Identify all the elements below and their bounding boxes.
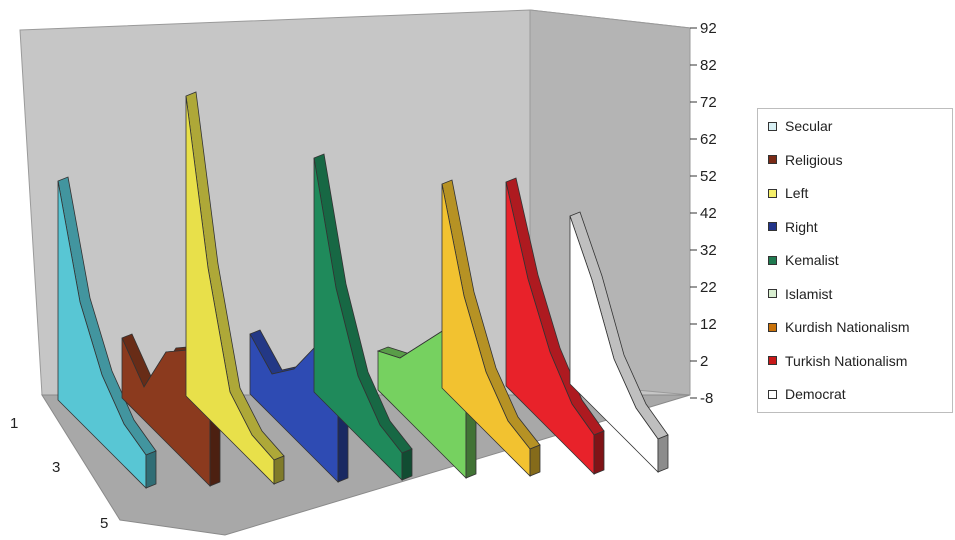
legend-swatch bbox=[768, 289, 777, 298]
y-tick-label: 72 bbox=[700, 94, 717, 111]
series-layer bbox=[57, 91, 669, 489]
series-ribbon bbox=[441, 179, 541, 477]
legend-item: Religious bbox=[768, 149, 843, 171]
legend-swatch bbox=[768, 356, 777, 365]
legend-item: Democrat bbox=[768, 383, 846, 405]
depth-tick-label: 3 bbox=[52, 459, 60, 476]
legend-swatch bbox=[768, 155, 777, 164]
legend-item: Left bbox=[768, 182, 808, 204]
y-axis: 92 82 72 62 52 42 32 22 12 2 -8 bbox=[690, 20, 717, 407]
series-end-cap bbox=[145, 450, 157, 489]
legend-label: Turkish Nationalism bbox=[785, 352, 908, 369]
depth-axis: 1 3 5 bbox=[10, 415, 108, 532]
legend-item: Kurdish Nationalism bbox=[768, 316, 910, 338]
y-tick-label: 22 bbox=[700, 279, 717, 296]
series-end-cap bbox=[593, 430, 605, 475]
legend-label: Democrat bbox=[785, 386, 846, 402]
legend-swatch bbox=[768, 322, 777, 332]
legend-swatch bbox=[768, 255, 777, 265]
legend-label: Kurdish Nationalism bbox=[785, 319, 910, 335]
series-ribbon bbox=[185, 91, 285, 485]
y-tick-label: 42 bbox=[700, 205, 717, 222]
legend-label: Islamist bbox=[785, 285, 833, 302]
series-ribbon bbox=[505, 177, 605, 475]
legend-label: Right bbox=[785, 218, 818, 235]
legend-item: Right bbox=[768, 216, 818, 238]
series-ribbon bbox=[569, 211, 669, 473]
legend-label: Secular bbox=[785, 118, 833, 134]
legend-item: Turkish Nationalism bbox=[768, 350, 907, 372]
y-tick-label: 2 bbox=[700, 353, 708, 370]
series-end-cap bbox=[401, 448, 413, 481]
legend-item: Islamist bbox=[768, 283, 832, 305]
legend-label: Religious bbox=[785, 151, 843, 168]
y-tick-label: 12 bbox=[700, 316, 717, 333]
legend-label: Left bbox=[785, 185, 809, 201]
series-end-cap bbox=[273, 455, 285, 485]
series-end-cap bbox=[657, 434, 669, 473]
legend: Secular Religious Left Right Kemalist Islamis… bbox=[757, 108, 953, 413]
depth-tick-label: 5 bbox=[100, 515, 108, 532]
series-end-cap bbox=[529, 444, 541, 477]
depth-tick-label: 1 bbox=[10, 415, 18, 432]
y-tick-label: 62 bbox=[700, 131, 717, 148]
y-tick-label: -8 bbox=[700, 390, 713, 407]
y-tick-label: 52 bbox=[700, 168, 717, 185]
series-ribbon bbox=[313, 153, 413, 481]
y-tick-label: 92 bbox=[700, 20, 717, 37]
y-tick-label: 82 bbox=[700, 57, 717, 74]
y-tick-label: 32 bbox=[700, 242, 717, 259]
legend-item: Secular bbox=[768, 115, 832, 137]
legend-label: Kemalist bbox=[785, 252, 839, 268]
legend-item: Kemalist bbox=[768, 249, 839, 271]
legend-swatch bbox=[768, 389, 777, 399]
series-ribbon bbox=[57, 176, 157, 489]
legend-swatch bbox=[768, 188, 777, 198]
legend-swatch bbox=[768, 121, 777, 131]
legend-swatch bbox=[768, 222, 777, 231]
